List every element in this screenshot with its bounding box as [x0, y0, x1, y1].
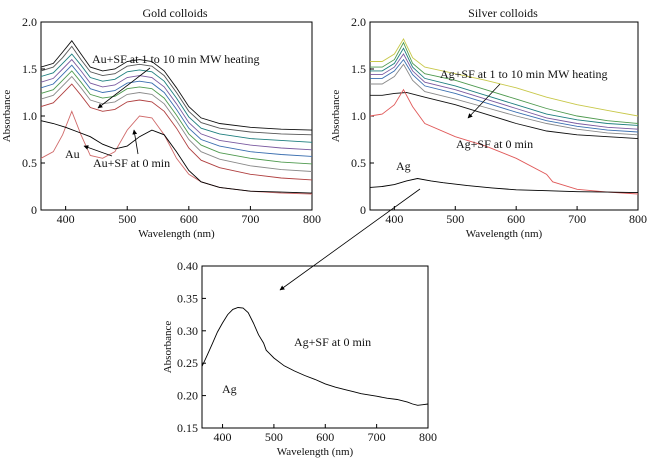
gold-y-tick-label: 1.0	[22, 109, 37, 123]
gold-y-tick-label: 0	[31, 203, 37, 217]
gold-y-axis-label: Absorbance	[1, 90, 13, 143]
silver-inset-y-tick-label: 0.40	[177, 259, 198, 273]
gold-y-tick-label: 2.0	[22, 15, 37, 29]
gold-series-3	[40, 53, 313, 143]
silver-annotation-ag: Ag	[396, 159, 411, 173]
silver-y-tick-label: 1.0	[351, 109, 366, 123]
gold-series-5	[40, 64, 313, 157]
silver-inset-y-tick-label: 0.35	[177, 291, 198, 305]
silver-inset-plot-frame	[201, 265, 429, 429]
silver-plot-frame	[369, 21, 639, 211]
silver-y-tick-label: 2.0	[351, 15, 366, 29]
gold-x-tick-label: 400	[57, 212, 75, 226]
silver-inset-y-axis-label: Absorbance	[162, 321, 174, 374]
silver-inset-y-tick-label: 0.20	[177, 389, 198, 403]
gold-series-10	[40, 120, 313, 194]
gold-x-tick-label: 500	[118, 212, 136, 226]
silver-inset-x-tick-label: 700	[368, 430, 386, 444]
silver-y-tick-label: 0	[360, 203, 366, 217]
silver-y-axis-label: Absorbance	[330, 90, 342, 143]
silver-series-7	[370, 92, 639, 140]
gold-x-tick-label: 700	[241, 212, 259, 226]
gold-annotation-au: Au	[65, 147, 80, 161]
silver-inset-x-tick-label: 500	[265, 430, 283, 444]
silver-x-tick-label: 400	[385, 212, 403, 226]
gold-series-9	[40, 110, 313, 195]
silver-x-tick-label: 500	[446, 212, 464, 226]
gold-y-tick-label: 0.5	[22, 156, 37, 170]
silver-series-1	[370, 37, 639, 117]
gold-x-axis-label: Wavelength (nm)	[138, 228, 215, 240]
silver-series-4	[370, 53, 639, 130]
gold-colloids-panel: Gold colloids 400 500 600 700 800 0 0.5 1.0 1.5 2…	[1, 6, 321, 240]
silver-x-tick-label: 600	[507, 212, 525, 226]
gold-annotation-arrow	[97, 67, 151, 109]
silver-inset-panel: 400 500 600 700 800 0.15 0.20 0.25 0.30 0.35 0.40 W…	[162, 259, 437, 458]
silver-x-tick-label: 700	[568, 212, 586, 226]
gold-annotation-arrow	[132, 129, 139, 155]
silver-series-2	[370, 41, 639, 124]
silver-annotation-ag-sf-mw: Ag+SF at 1 to 10 min MW heating	[440, 67, 608, 81]
silver-inset-series-1	[201, 307, 429, 406]
gold-series-7	[40, 75, 313, 172]
silver-series-5	[370, 58, 639, 133]
silver-annotation-ag-sf-0: Ag+SF at 0 min	[456, 137, 533, 151]
silver-series-3	[370, 47, 639, 126]
silver-y-tick-label: 1.5	[351, 62, 366, 76]
silver-inset-y-tick-label: 0.15	[177, 421, 198, 435]
silver-series-6	[370, 63, 639, 136]
silver-chart-title: Silver colloids	[468, 6, 538, 20]
silver-inset-annotation-inset-ag: Ag	[222, 382, 237, 396]
gold-x-tick-label: 600	[180, 212, 198, 226]
gold-series-2	[40, 45, 313, 136]
gold-y-tick-label: 1.5	[22, 62, 37, 76]
silver-inset-x-axis-label: Wavelength (nm)	[277, 446, 354, 458]
silver-inset-x-tick-label: 400	[214, 430, 232, 444]
silver-annotation-arrow	[467, 83, 501, 119]
gold-series-6	[40, 70, 313, 165]
silver-inset-annotation-inset-ag-sf-0: Ag+SF at 0 min	[294, 335, 371, 349]
gold-annotation-au-sf-mw: Au+SF at 1 to 10 min MW heating	[92, 52, 260, 66]
silver-inset-x-tick-label: 800	[419, 430, 437, 444]
silver-inset-y-tick-label: 0.25	[177, 356, 198, 370]
gold-chart-title: Gold colloids	[143, 6, 208, 20]
silver-x-tick-label: 800	[629, 212, 647, 226]
gold-series-8	[40, 83, 313, 181]
silver-x-axis-label: Wavelength (nm)	[466, 228, 543, 240]
inset-connector-arrow	[279, 188, 421, 291]
gold-plot-frame	[40, 21, 313, 211]
silver-inset-x-tick-label: 600	[316, 430, 334, 444]
gold-series-1	[40, 40, 313, 131]
silver-inset-y-tick-label: 0.30	[177, 324, 198, 338]
gold-annotation-arrow	[83, 145, 113, 157]
silver-y-tick-label: 0.5	[351, 156, 366, 170]
gold-x-tick-label: 800	[303, 212, 321, 226]
silver-series-9	[369, 178, 639, 194]
silver-colloids-panel: Silver colloids 400 500 600 700 800 0 0.5 1.0 1.…	[330, 6, 647, 240]
silver-series-8	[369, 88, 639, 195]
gold-annotation-au-sf-0: Au+SF at 0 min	[93, 156, 170, 170]
